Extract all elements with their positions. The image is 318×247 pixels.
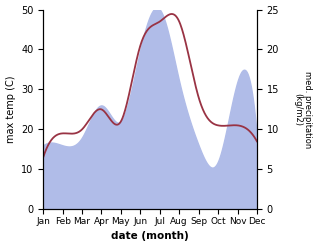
Y-axis label: max temp (C): max temp (C): [5, 76, 16, 143]
X-axis label: date (month): date (month): [111, 231, 189, 242]
Y-axis label: med. precipitation
(kg/m2): med. precipitation (kg/m2): [293, 71, 313, 148]
